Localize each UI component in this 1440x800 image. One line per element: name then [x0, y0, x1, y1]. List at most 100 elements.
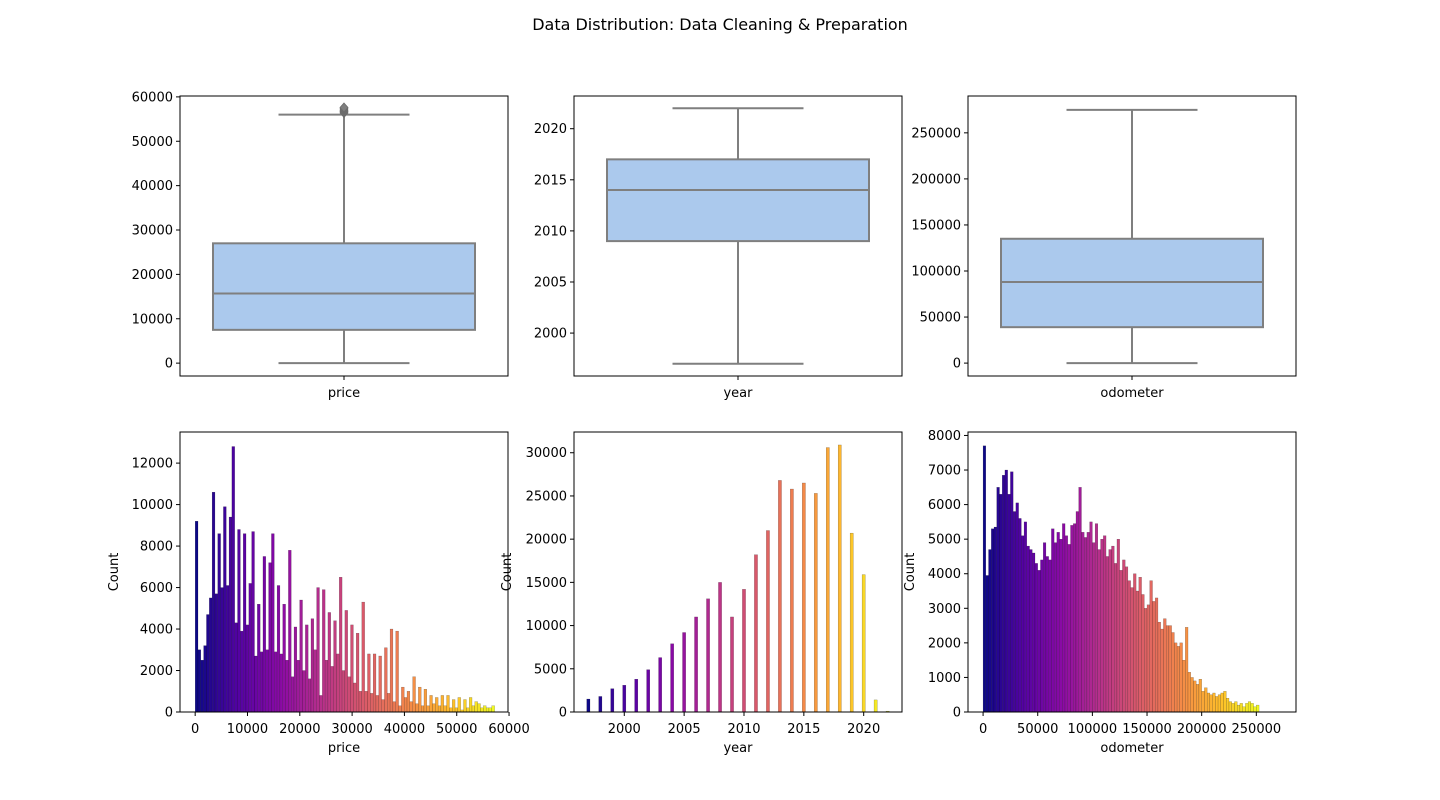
histogram-bar	[358, 691, 362, 713]
histogram-bar	[1084, 537, 1088, 713]
y-tick-label: 6000	[140, 581, 173, 596]
histogram-bar	[1155, 597, 1159, 713]
axes-frame	[573, 431, 903, 713]
histogram-bar	[197, 649, 201, 713]
y-tick-label: 5000	[928, 533, 961, 548]
x-tick-label: 150000	[1122, 722, 1172, 737]
x-tick-label: 50000	[1017, 722, 1058, 737]
histogram-bar	[1100, 539, 1104, 713]
histogram-bar	[778, 480, 782, 713]
y-tick-label: 15000	[526, 576, 567, 591]
x-tick-label: 2015	[787, 722, 820, 737]
histogram-bar	[1135, 590, 1139, 713]
x-category-label: odometer	[1100, 386, 1164, 401]
histogram-bar	[381, 699, 385, 713]
histogram-bar	[1256, 704, 1260, 713]
x-tick-label: 20000	[279, 722, 320, 737]
histogram-bar	[415, 703, 419, 713]
iqr-box	[212, 242, 476, 331]
histogram-bar	[1149, 580, 1153, 713]
histogram-bar	[991, 528, 995, 713]
histogram-bar	[1198, 679, 1202, 713]
histogram-bar	[228, 516, 233, 713]
x-tick-label: 2005	[668, 722, 701, 737]
histogram-bar	[1105, 556, 1109, 713]
x-tick-label: 100000	[1068, 722, 1118, 737]
histogram-bar	[718, 582, 722, 713]
figure-title: Data Distribution: Data Cleaning & Prepa…	[532, 15, 908, 34]
histogram-bar	[361, 601, 365, 713]
histogram-bar	[483, 705, 487, 713]
histogram-bar	[1086, 532, 1090, 713]
histogram-bar	[1073, 523, 1077, 713]
y-tick-label: 3000	[928, 602, 961, 617]
histogram-bar	[982, 445, 986, 713]
y-tick-label: 20000	[526, 533, 567, 548]
x-tick-label: 2010	[727, 722, 760, 737]
histogram-bar	[418, 686, 422, 713]
histogram-bar	[330, 666, 334, 713]
histogram-bar	[1201, 691, 1205, 713]
y-tick-label: 5000	[534, 662, 567, 677]
histogram-bar	[1125, 566, 1129, 713]
histogram-bar	[999, 494, 1003, 713]
histogram-bar	[1023, 521, 1027, 713]
histogram-bar	[1078, 487, 1082, 713]
histogram-bar	[802, 482, 806, 713]
histogram-bar	[412, 676, 416, 713]
histogram-bar	[1029, 549, 1033, 713]
histogram-bar	[274, 651, 278, 713]
y-tick-label: 2010	[534, 224, 567, 239]
histogram-bar	[293, 626, 298, 713]
histogram-bar	[372, 653, 377, 713]
histogram-bar	[646, 669, 650, 713]
histogram-bar	[1212, 692, 1216, 713]
histogram-bar	[452, 699, 456, 713]
histogram-bar	[1070, 525, 1074, 713]
histogram-bar	[423, 689, 427, 713]
x-tick-label: 30000	[331, 722, 372, 737]
histogram-bar	[203, 645, 207, 713]
histogram-bar	[364, 691, 368, 713]
histogram-bar	[347, 676, 351, 713]
histogram-bar	[1043, 542, 1047, 713]
histogram-bar	[279, 653, 283, 713]
histogram-bar	[271, 533, 275, 713]
histogram-bar	[1007, 494, 1011, 713]
y-tick-label: 0	[953, 357, 961, 372]
histogram-bar	[1075, 511, 1079, 713]
histogram-bar	[1206, 692, 1211, 713]
histogram-bar	[426, 705, 430, 713]
histogram-bar	[1097, 549, 1101, 713]
outlier-point	[339, 102, 349, 113]
histogram-bar	[214, 593, 218, 713]
histogram-bar	[1163, 618, 1167, 713]
y-tick-label: 7000	[928, 464, 961, 479]
histogram-bar	[1018, 518, 1022, 713]
histogram-bar	[333, 620, 337, 713]
histogram-bar	[195, 521, 199, 713]
histogram-bar	[313, 649, 317, 713]
histogram-bar	[1064, 535, 1068, 713]
y-tick-label: 8000	[140, 540, 173, 555]
y-tick-label: 20000	[132, 268, 173, 283]
histogram-bar	[1187, 672, 1191, 713]
histogram-bar	[370, 693, 374, 713]
histogram-bar	[375, 695, 379, 713]
histogram-bar	[1223, 691, 1227, 713]
y-tick-label: 30000	[526, 446, 567, 461]
histogram-bar	[610, 688, 615, 713]
histogram-bar	[1239, 703, 1243, 713]
histogram-bar	[1174, 642, 1178, 713]
y-tick-label: 25000	[526, 489, 567, 504]
histogram-bar	[1152, 601, 1156, 713]
histogram-bar	[429, 695, 433, 713]
y-tick-label: 0	[165, 706, 173, 721]
histogram-bar	[1026, 545, 1030, 713]
y-tick-label: 4000	[140, 623, 173, 638]
histogram-bar	[223, 506, 227, 713]
histogram-bar	[1231, 703, 1235, 713]
histogram-bar	[1171, 632, 1175, 713]
histogram-bar	[873, 699, 878, 713]
y-tick-label: 2005	[534, 275, 567, 290]
